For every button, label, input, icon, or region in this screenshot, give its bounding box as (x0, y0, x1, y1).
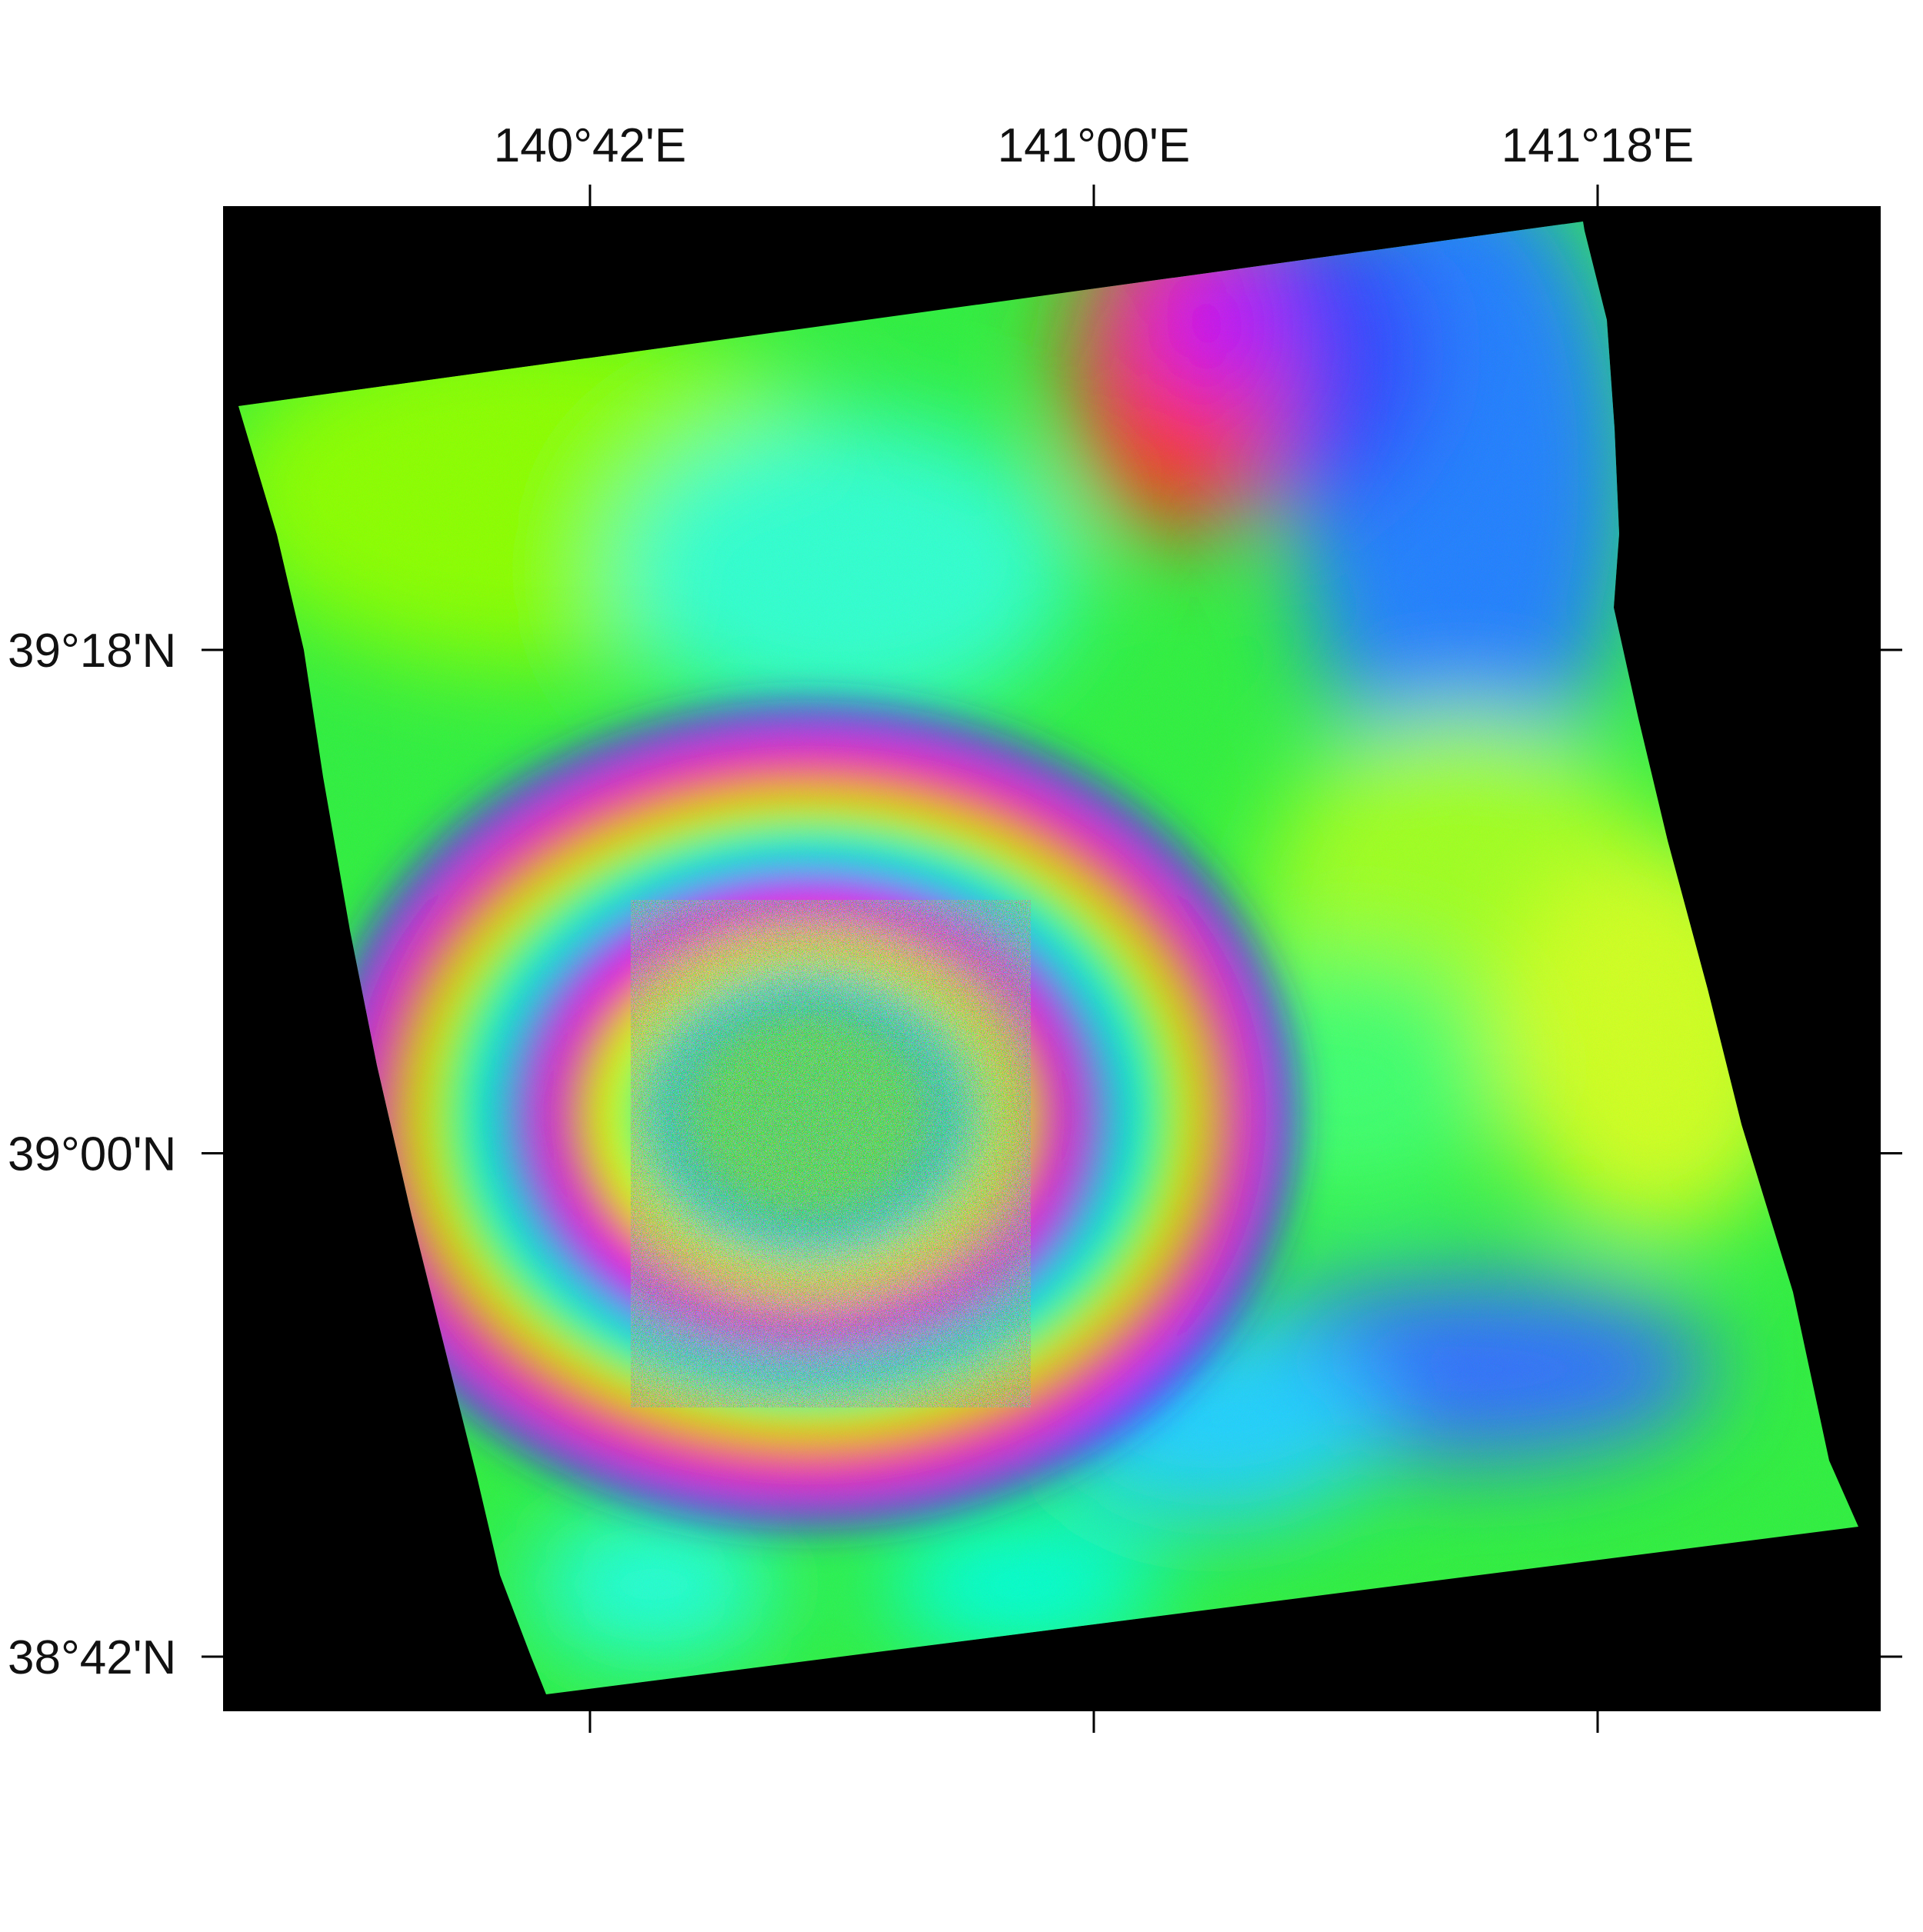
lon-tick-label: 141°00'E (998, 119, 1190, 172)
longitude-axis: 140°42'E 141°00'E 141°18'E (494, 119, 1694, 1733)
lon-tick-label: 140°42'E (494, 119, 686, 172)
lat-tick-label: 38°42'N (8, 1631, 176, 1684)
interferogram-scene (238, 222, 1858, 1694)
lon-tick-label: 141°18'E (1501, 119, 1694, 172)
lat-tick-label: 39°18'N (8, 625, 176, 678)
latitude-axis: 39°18'N 39°00'N 38°42'N (8, 625, 1902, 1684)
lat-tick-label: 39°00'N (8, 1128, 176, 1181)
